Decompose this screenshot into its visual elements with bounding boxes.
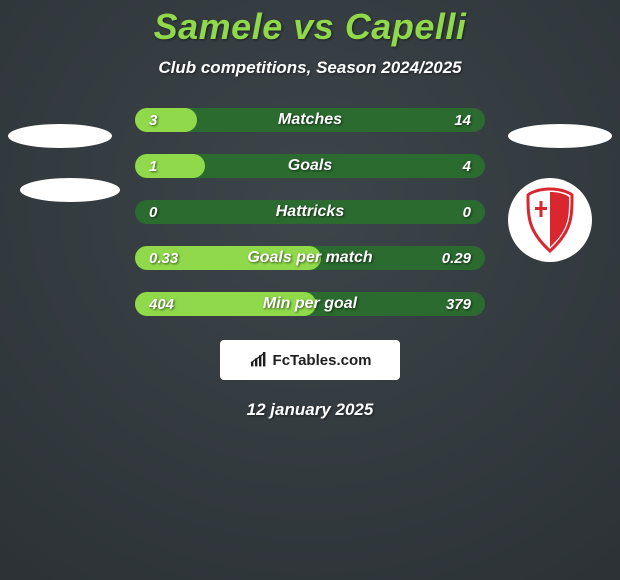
stat-label: Hattricks bbox=[195, 203, 425, 221]
stat-row: 0Hattricks0 bbox=[135, 200, 485, 224]
shield-icon bbox=[524, 187, 576, 253]
title-player-left: Samele bbox=[154, 6, 283, 47]
club-placeholder-left-1 bbox=[8, 124, 112, 148]
stat-value-right: 14 bbox=[425, 112, 485, 129]
title-vs: vs bbox=[293, 6, 334, 47]
chart-icon bbox=[249, 352, 269, 368]
stat-value-left: 3 bbox=[135, 112, 195, 129]
stat-rows: 3Matches141Goals40Hattricks00.33Goals pe… bbox=[135, 108, 485, 316]
stat-row: 404Min per goal379 bbox=[135, 292, 485, 316]
stat-value-left: 0 bbox=[135, 204, 195, 221]
stat-label: Matches bbox=[195, 111, 425, 129]
club-placeholder-left-2 bbox=[20, 178, 120, 202]
stat-label: Min per goal bbox=[195, 295, 425, 313]
stat-label: Goals bbox=[195, 157, 425, 175]
date-text: 12 january 2025 bbox=[247, 400, 374, 420]
stat-row: 3Matches14 bbox=[135, 108, 485, 132]
stat-row: 0.33Goals per match0.29 bbox=[135, 246, 485, 270]
page-title: Samele vs Capelli bbox=[154, 6, 467, 48]
subtitle: Club competitions, Season 2024/2025 bbox=[158, 58, 461, 78]
club-placeholder-right bbox=[508, 124, 612, 148]
brand-text: FcTables.com bbox=[273, 352, 372, 369]
stat-value-left: 0.33 bbox=[135, 250, 195, 267]
stat-value-right: 4 bbox=[425, 158, 485, 175]
stat-value-right: 0 bbox=[425, 204, 485, 221]
stat-label: Goals per match bbox=[195, 249, 425, 267]
brand-box: FcTables.com bbox=[220, 340, 400, 380]
stat-value-left: 1 bbox=[135, 158, 195, 175]
title-player-right: Capelli bbox=[345, 6, 467, 47]
stat-row: 1Goals4 bbox=[135, 154, 485, 178]
club-badge-right bbox=[508, 178, 592, 262]
stat-value-right: 379 bbox=[425, 296, 485, 313]
stat-value-right: 0.29 bbox=[425, 250, 485, 267]
stat-value-left: 404 bbox=[135, 296, 195, 313]
